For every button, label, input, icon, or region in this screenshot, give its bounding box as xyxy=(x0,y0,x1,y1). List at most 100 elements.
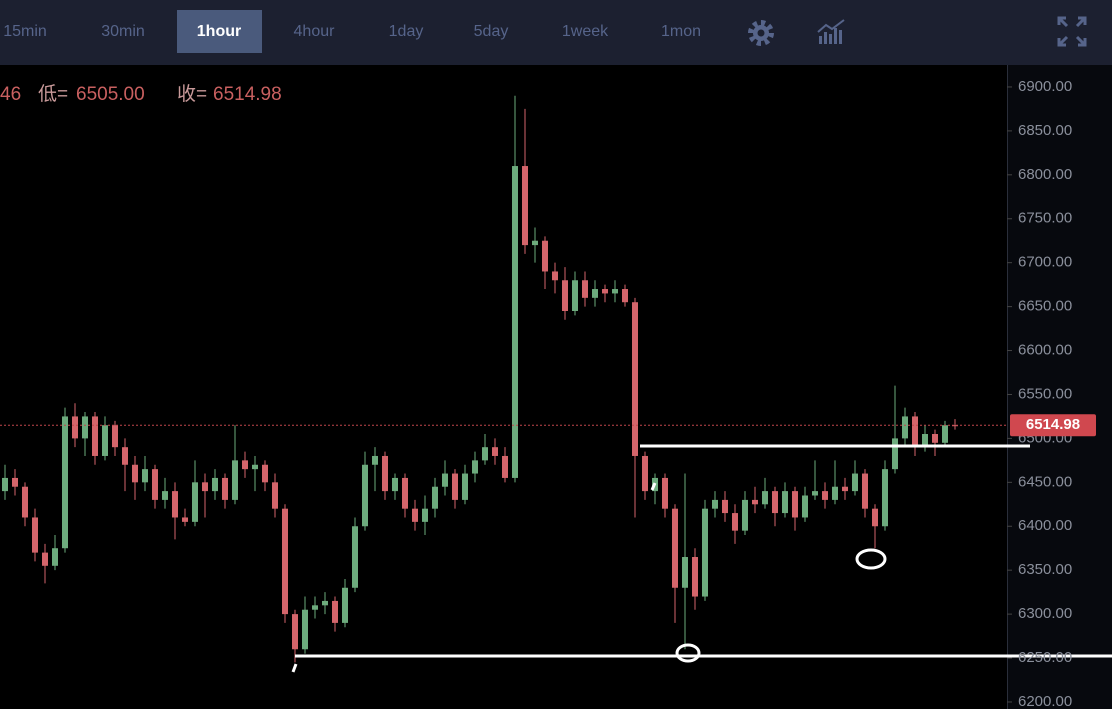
candle-body xyxy=(302,609,308,650)
candle-body xyxy=(772,491,778,514)
y-tick-label: 6300.00 xyxy=(1018,605,1072,622)
fullscreen-arrows xyxy=(1057,16,1087,47)
candle-body xyxy=(312,605,318,610)
y-tick-label: 6900.00 xyxy=(1018,78,1072,95)
last-price-tag xyxy=(1010,414,1096,437)
price-axis xyxy=(1007,65,1112,709)
candle-body xyxy=(782,491,788,514)
y-tick-label: 6200.00 xyxy=(1018,693,1072,709)
icon-bar xyxy=(824,32,827,44)
candle-body xyxy=(452,473,458,500)
timeframe-tab[interactable]: 1week xyxy=(562,23,609,40)
icon-bar xyxy=(839,30,842,44)
y-tick-label: 6850.00 xyxy=(1018,122,1072,139)
candle-body xyxy=(602,289,608,294)
y-tick-label: 6800.00 xyxy=(1018,166,1072,183)
candle-body xyxy=(162,491,168,500)
candle-body xyxy=(802,495,808,518)
candle-body xyxy=(552,271,558,281)
y-tick-label: 6550.00 xyxy=(1018,385,1072,402)
drawn-circle xyxy=(855,548,887,570)
candle-body xyxy=(622,289,628,303)
settings-icon[interactable] xyxy=(748,20,774,46)
candle-body xyxy=(682,557,688,588)
timeframe-tab[interactable]: 1day xyxy=(389,23,424,40)
candle-body xyxy=(662,477,668,509)
candle-body xyxy=(952,425,958,427)
candle-body xyxy=(722,499,728,514)
candle-body xyxy=(232,460,238,500)
candle-body xyxy=(942,425,948,443)
timeframe-tab[interactable]: 5day xyxy=(474,23,509,40)
candle-body xyxy=(702,508,708,597)
fullscreen-icon[interactable] xyxy=(1057,16,1087,47)
candle-body xyxy=(142,469,148,483)
candle-body xyxy=(612,289,618,294)
candle-body xyxy=(212,477,218,492)
last-price-label: 6514.98 xyxy=(1026,416,1080,433)
candle-body xyxy=(152,469,158,500)
candle-body xyxy=(112,425,118,448)
y-tick-label: 6750.00 xyxy=(1018,210,1072,227)
info-low-label: 低= xyxy=(38,83,68,105)
y-tick-label: 6650.00 xyxy=(1018,298,1072,315)
info-partial: 46 xyxy=(0,84,21,105)
gear-teeth xyxy=(748,20,774,46)
timeframe-tab[interactable]: 1hour xyxy=(197,23,241,40)
drawn-mark xyxy=(291,663,298,673)
timeframe-tab[interactable]: 15min xyxy=(3,23,47,40)
candle-body xyxy=(172,491,178,518)
candle-body xyxy=(762,491,768,505)
candle-body xyxy=(182,517,188,522)
candle-body xyxy=(42,552,48,566)
candle-body xyxy=(242,460,248,470)
drawn-mark xyxy=(650,482,657,491)
candle-body xyxy=(272,482,278,509)
candle-body xyxy=(462,473,468,500)
y-tick-label: 6400.00 xyxy=(1018,517,1072,534)
info-line: 46 低= 6505.00 收= 6514.98 xyxy=(0,83,282,105)
candle-body xyxy=(12,477,18,487)
y-tick-label: 6700.00 xyxy=(1018,254,1072,271)
candle-body xyxy=(282,508,288,615)
candle-body xyxy=(742,499,748,531)
candle-body xyxy=(642,455,648,492)
candle-body xyxy=(262,464,268,483)
candle-body xyxy=(2,477,8,492)
candle-body xyxy=(812,491,818,496)
candle-body xyxy=(752,499,758,505)
candle-body xyxy=(352,526,358,588)
candle-body xyxy=(422,508,428,522)
candle-body xyxy=(72,416,78,439)
candle-body xyxy=(562,280,568,312)
candle-body xyxy=(482,447,488,461)
drawn-circle xyxy=(675,643,701,663)
candle-body xyxy=(32,517,38,553)
y-tick-label: 6450.00 xyxy=(1018,473,1072,490)
y-tick-label: 6250.00 xyxy=(1018,649,1072,666)
candle-body xyxy=(512,166,518,478)
candle-body xyxy=(292,614,298,650)
indicator-icon[interactable] xyxy=(817,19,845,44)
candle-body xyxy=(102,425,108,456)
candle-body xyxy=(82,416,88,439)
candle-body xyxy=(792,491,798,518)
y-tick-label: 6350.00 xyxy=(1018,561,1072,578)
candle-body xyxy=(822,491,828,500)
info-low: 6505.00 xyxy=(76,84,145,105)
candle-body xyxy=(932,434,938,443)
candle-body xyxy=(222,477,228,500)
timeframe-tab[interactable]: 4hour xyxy=(294,23,336,40)
timeframe-tab[interactable]: 30min xyxy=(101,23,145,40)
candle-body xyxy=(542,240,548,272)
candle-body xyxy=(332,600,338,623)
candle-body xyxy=(712,499,718,509)
active-tab-bg xyxy=(177,10,262,53)
candle-body xyxy=(882,469,888,527)
timeframe-tab[interactable]: 1mon xyxy=(661,23,701,40)
candle-body xyxy=(732,513,738,531)
candle-body xyxy=(902,416,908,439)
candle-body xyxy=(122,447,128,465)
